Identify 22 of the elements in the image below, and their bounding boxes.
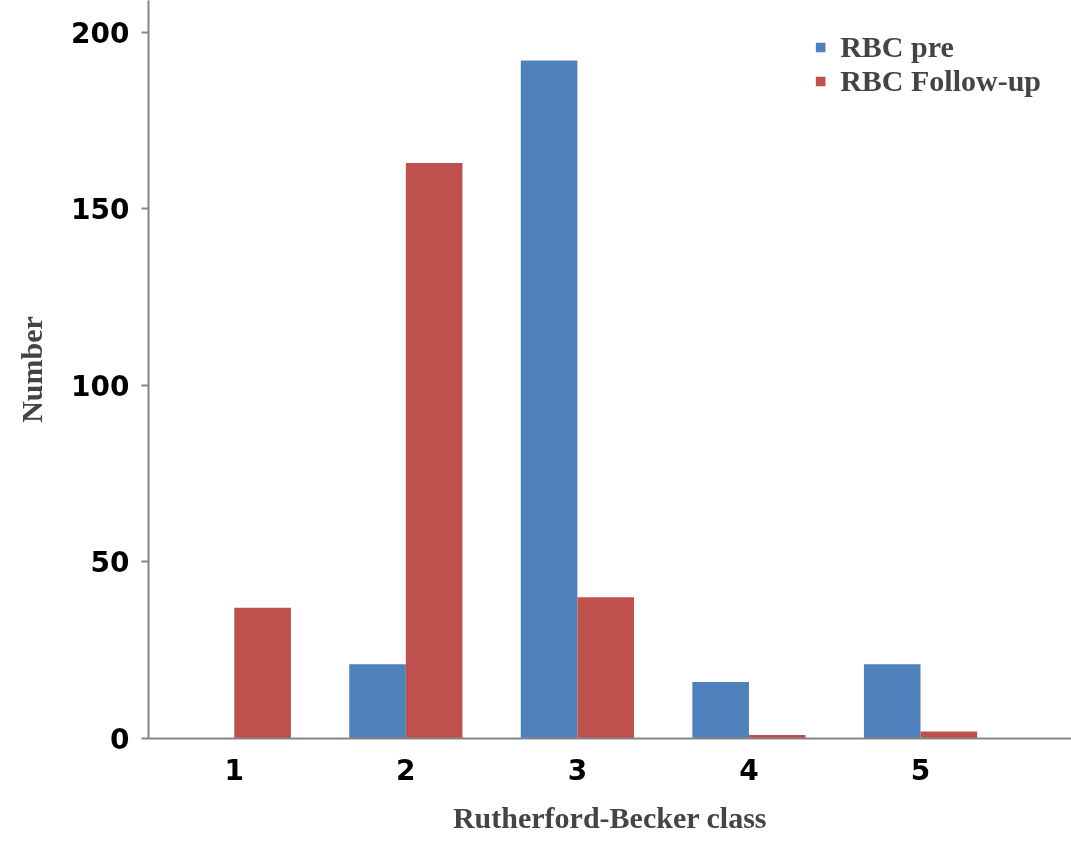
y-tick-label: 150 — [71, 193, 130, 227]
bar — [863, 664, 921, 739]
y-tick-label: 100 — [71, 369, 130, 403]
bar — [520, 60, 578, 739]
x-axis-title: Rutherford-Becker class — [452, 800, 767, 834]
x-tick-label: 2 — [396, 753, 416, 787]
bar — [405, 162, 463, 739]
y-axis-title: Number — [15, 316, 49, 423]
legend-label: RBC pre — [840, 30, 954, 64]
y-tick-label: 200 — [71, 16, 130, 50]
bar — [692, 682, 749, 739]
x-tick-label: 5 — [910, 753, 931, 787]
bar — [234, 607, 291, 739]
x-tick-label: 4 — [739, 753, 759, 787]
bar — [920, 731, 978, 739]
bar — [577, 597, 635, 739]
y-tick-label: 50 — [90, 546, 130, 580]
y-tick-label: 0 — [110, 723, 130, 756]
x-tick-label: 3 — [567, 753, 588, 787]
bar — [349, 664, 406, 739]
x-tick-label: 1 — [224, 753, 245, 787]
legend-label: RBC Follow-up — [840, 64, 1041, 98]
